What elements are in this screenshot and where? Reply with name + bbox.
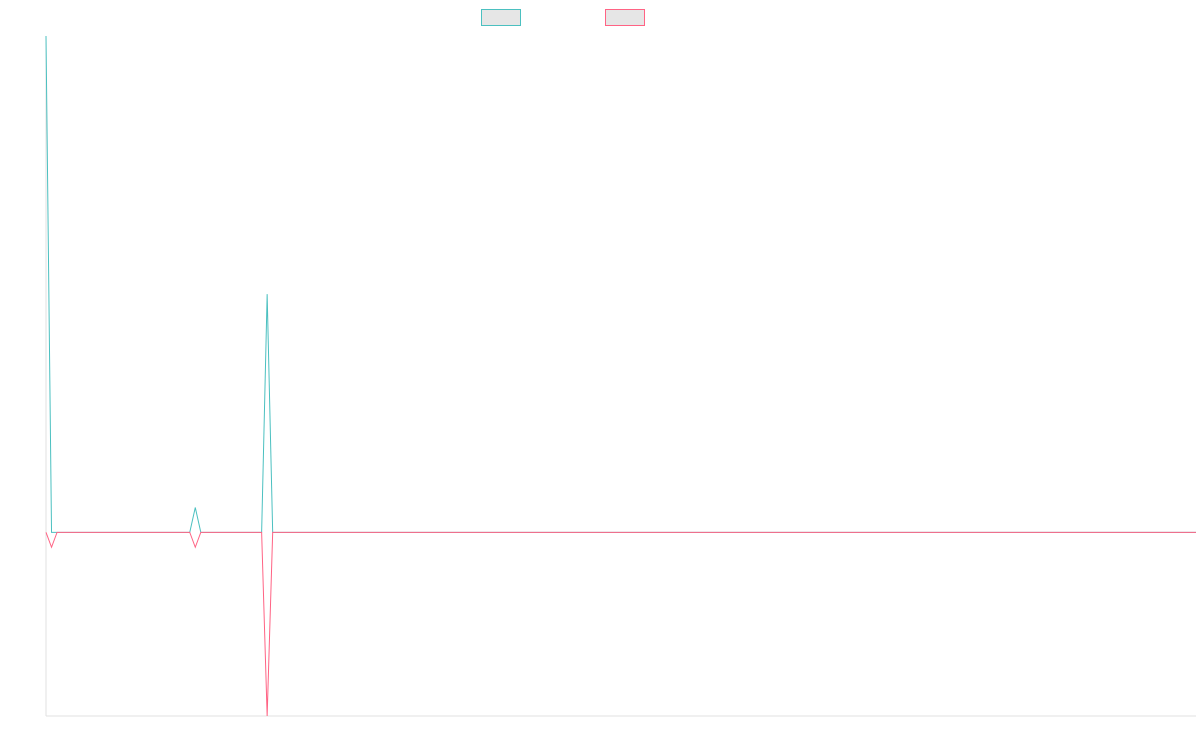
legend bbox=[481, 9, 645, 26]
legend-swatch-1 bbox=[481, 9, 521, 26]
series-line-1 bbox=[45, 35, 1196, 533]
series-line-2 bbox=[45, 531, 1196, 717]
series-layer bbox=[45, 35, 1196, 717]
legend-swatch-2 bbox=[605, 9, 645, 26]
axes bbox=[45, 36, 1196, 717]
